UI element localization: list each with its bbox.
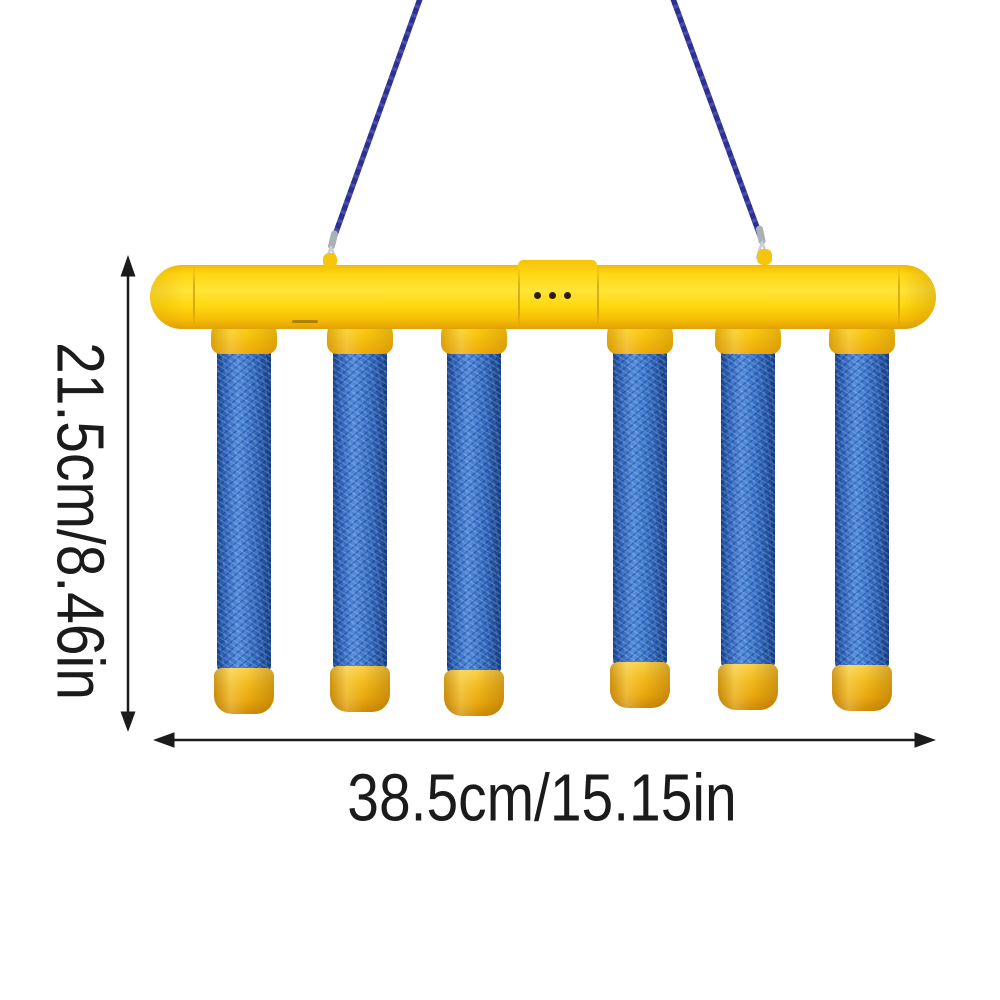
stick-cap: [832, 665, 892, 711]
height-dimension-label: 21.5cm/8.46in: [42, 342, 118, 700]
width-dimension-label: 38.5cm/15.15in: [347, 760, 737, 836]
crossbar: [150, 260, 936, 329]
foam-stick: [715, 310, 781, 720]
indicator-dot: [534, 292, 541, 299]
stick-rod: [835, 348, 889, 669]
bar-seam-right: [898, 267, 900, 327]
stick-cap: [610, 662, 670, 708]
foam-stick: [441, 310, 507, 720]
stick-cap: [444, 670, 504, 716]
stick-cap: [214, 668, 274, 714]
stick-rod: [217, 348, 271, 672]
foam-stick: [327, 310, 393, 720]
foam-stick: [607, 310, 673, 720]
stick-rod: [447, 348, 501, 674]
stick-rod: [721, 348, 775, 668]
bar-underside-slot: [292, 320, 318, 323]
foam-stick: [829, 310, 895, 720]
stick-rod: [613, 348, 667, 666]
bar-center-module: [518, 260, 597, 274]
stick-cap: [718, 664, 778, 710]
bar-seam-left: [193, 267, 195, 327]
foam-stick: [211, 310, 277, 720]
stick-cap: [330, 666, 390, 712]
bar-seam-center-left: [518, 267, 520, 327]
indicator-dot: [549, 292, 556, 299]
bar-seam-center-right: [597, 267, 599, 327]
stick-rod: [333, 348, 387, 670]
indicator-dot: [564, 292, 571, 299]
